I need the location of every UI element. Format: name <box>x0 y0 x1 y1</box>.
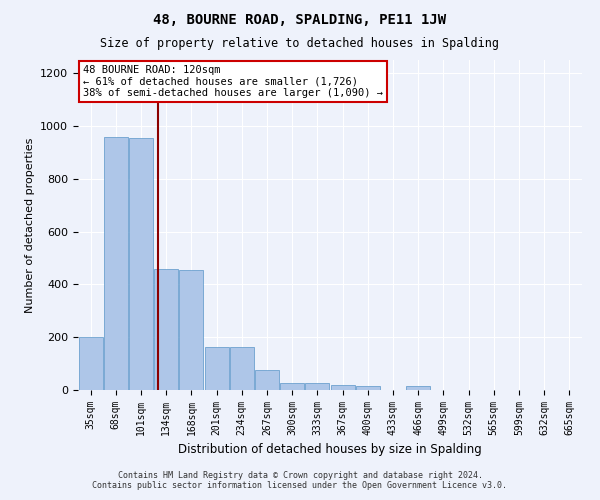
Text: Contains HM Land Registry data © Crown copyright and database right 2024.
Contai: Contains HM Land Registry data © Crown c… <box>92 470 508 490</box>
Bar <box>179 270 203 390</box>
Text: Size of property relative to detached houses in Spalding: Size of property relative to detached ho… <box>101 38 499 51</box>
Bar <box>331 384 355 390</box>
Text: 48 BOURNE ROAD: 120sqm
← 61% of detached houses are smaller (1,726)
38% of semi-: 48 BOURNE ROAD: 120sqm ← 61% of detached… <box>83 65 383 98</box>
Bar <box>129 138 153 390</box>
Bar <box>406 386 430 390</box>
Bar <box>356 386 380 390</box>
Bar <box>280 382 304 390</box>
Bar <box>104 136 128 390</box>
Bar <box>305 384 329 390</box>
Bar <box>230 347 254 390</box>
Bar <box>79 337 103 390</box>
Text: 48, BOURNE ROAD, SPALDING, PE11 1JW: 48, BOURNE ROAD, SPALDING, PE11 1JW <box>154 12 446 26</box>
Bar <box>255 370 279 390</box>
X-axis label: Distribution of detached houses by size in Spalding: Distribution of detached houses by size … <box>178 444 482 456</box>
Bar <box>205 347 229 390</box>
Y-axis label: Number of detached properties: Number of detached properties <box>25 138 35 312</box>
Bar <box>154 268 178 390</box>
